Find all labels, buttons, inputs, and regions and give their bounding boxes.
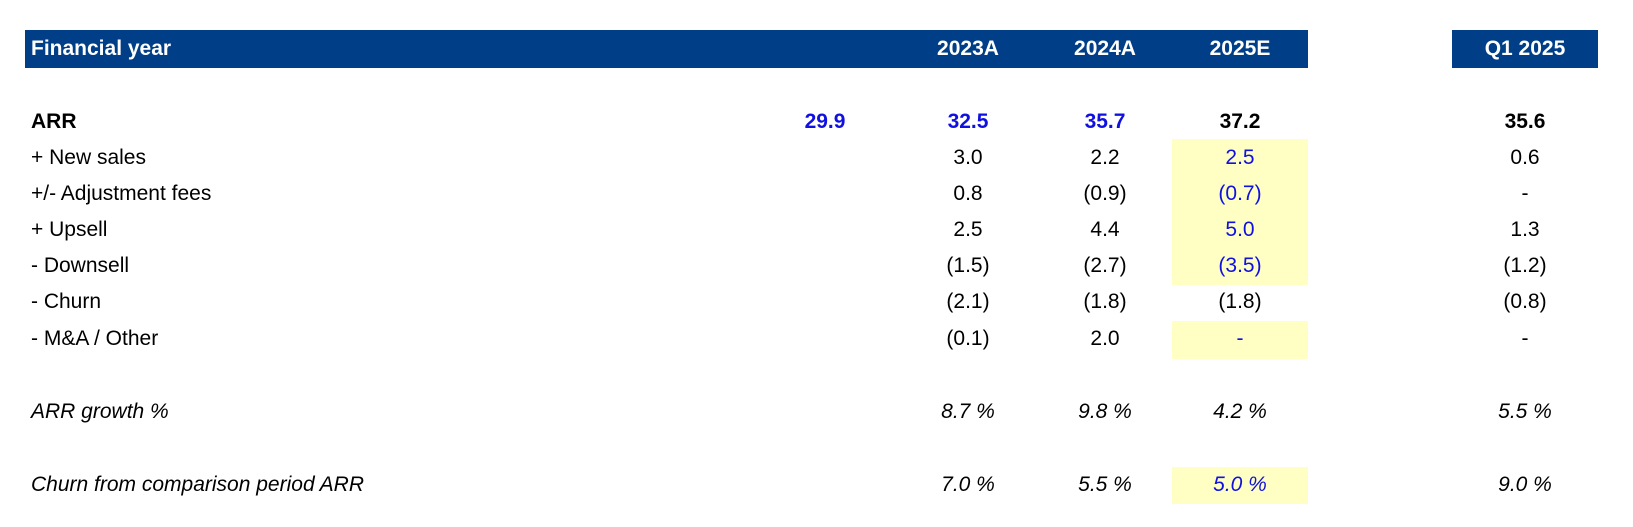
cell-ma-other-2025e: -: [1236, 327, 1244, 350]
cell-upsell-2025e: 5.0: [1225, 218, 1255, 241]
cell-churn-2025e: (1.8): [1218, 290, 1262, 313]
row-label-ma-other: - M&A / Other: [31, 327, 159, 350]
cell-ma-other-2024a: 2.0: [1090, 327, 1120, 350]
row-label-downsell: - Downsell: [31, 254, 130, 277]
cell-arr-q1: 35.6: [1504, 110, 1546, 133]
input-highlight-churn-pct: [1172, 467, 1308, 504]
cell-new-sales-2025e: 2.5: [1225, 146, 1255, 169]
header-label: Financial year: [31, 37, 172, 60]
cell-churn-2024a: (1.8): [1083, 290, 1127, 313]
row-label-arr: ARR: [31, 110, 77, 133]
cell-churn-pct-2025e: 5.0 %: [1213, 473, 1267, 496]
cell-arr-growth-2023a: 8.7 %: [941, 400, 995, 423]
row-label-churn-pct: Churn from comparison period ARR: [31, 473, 365, 496]
cell-adj-fees-2024a: (0.9): [1083, 182, 1127, 205]
input-highlight-block: [1172, 139, 1308, 285]
cell-ma-other-q1: -: [1521, 327, 1529, 350]
cell-downsell-q1: (1.2): [1503, 254, 1547, 277]
cell-downsell-2023a: (1.5): [946, 254, 990, 277]
cell-downsell-2025e: (3.5): [1218, 254, 1262, 277]
cell-ma-other-2023a: (0.1): [946, 327, 990, 350]
cell-churn-pct-2023a: 7.0 %: [941, 473, 995, 496]
cell-churn-q1: (0.8): [1503, 290, 1547, 313]
col-header-q1-2025: Q1 2025: [1484, 37, 1566, 60]
cell-downsell-2024a: (2.7): [1083, 254, 1127, 277]
cell-churn-pct-2024a: 5.5 %: [1078, 473, 1132, 496]
cell-arr-2025e: 37.2: [1219, 110, 1261, 133]
cell-churn-pct-q1: 9.0 %: [1498, 473, 1552, 496]
row-label-churn: - Churn: [31, 290, 102, 313]
cell-arr-growth-q1: 5.5 %: [1498, 400, 1552, 423]
cell-adj-fees-2025e: (0.7): [1218, 182, 1262, 205]
cell-adj-fees-q1: -: [1521, 182, 1529, 205]
col-header-2024a: 2024A: [1074, 37, 1136, 60]
cell-arr-growth-2025e: 4.2 %: [1213, 400, 1267, 423]
q1-header-bar: [1452, 30, 1598, 68]
cell-upsell-2023a: 2.5: [953, 218, 983, 241]
cell-arr-prior: 29.9: [804, 110, 846, 133]
cell-new-sales-q1: 0.6: [1510, 146, 1540, 169]
col-header-2023a: 2023A: [937, 37, 999, 60]
cell-upsell-q1: 1.3: [1510, 218, 1540, 241]
cell-new-sales-2024a: 2.2: [1090, 146, 1120, 169]
cell-arr-2024a: 35.7: [1084, 110, 1126, 133]
cell-arr-growth-2024a: 9.8 %: [1078, 400, 1132, 423]
cell-churn-2023a: (2.1): [946, 290, 990, 313]
row-label-arr-growth: ARR growth %: [31, 400, 169, 423]
row-label-upsell: + Upsell: [31, 218, 108, 241]
input-highlight-ma: [1172, 321, 1308, 359]
row-label-adjustment-fees: +/- Adjustment fees: [31, 182, 212, 205]
cell-adj-fees-2023a: 0.8: [953, 182, 983, 205]
cell-upsell-2024a: 4.4: [1090, 218, 1120, 241]
cell-arr-2023a: 32.5: [947, 110, 989, 133]
header-bar: [25, 30, 1308, 68]
cell-new-sales-2023a: 3.0: [953, 146, 983, 169]
row-label-new-sales: + New sales: [31, 146, 146, 169]
col-header-2025e: 2025E: [1209, 37, 1271, 60]
